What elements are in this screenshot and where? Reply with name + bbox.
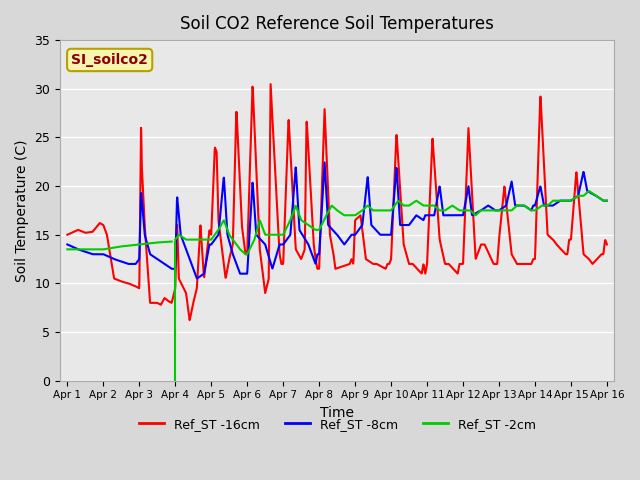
Text: SI_soilco2: SI_soilco2 bbox=[71, 53, 148, 67]
Legend: Ref_ST -16cm, Ref_ST -8cm, Ref_ST -2cm: Ref_ST -16cm, Ref_ST -8cm, Ref_ST -2cm bbox=[134, 413, 541, 436]
Y-axis label: Soil Temperature (C): Soil Temperature (C) bbox=[15, 139, 29, 282]
Title: Soil CO2 Reference Soil Temperatures: Soil CO2 Reference Soil Temperatures bbox=[180, 15, 494, 33]
X-axis label: Time: Time bbox=[320, 406, 354, 420]
